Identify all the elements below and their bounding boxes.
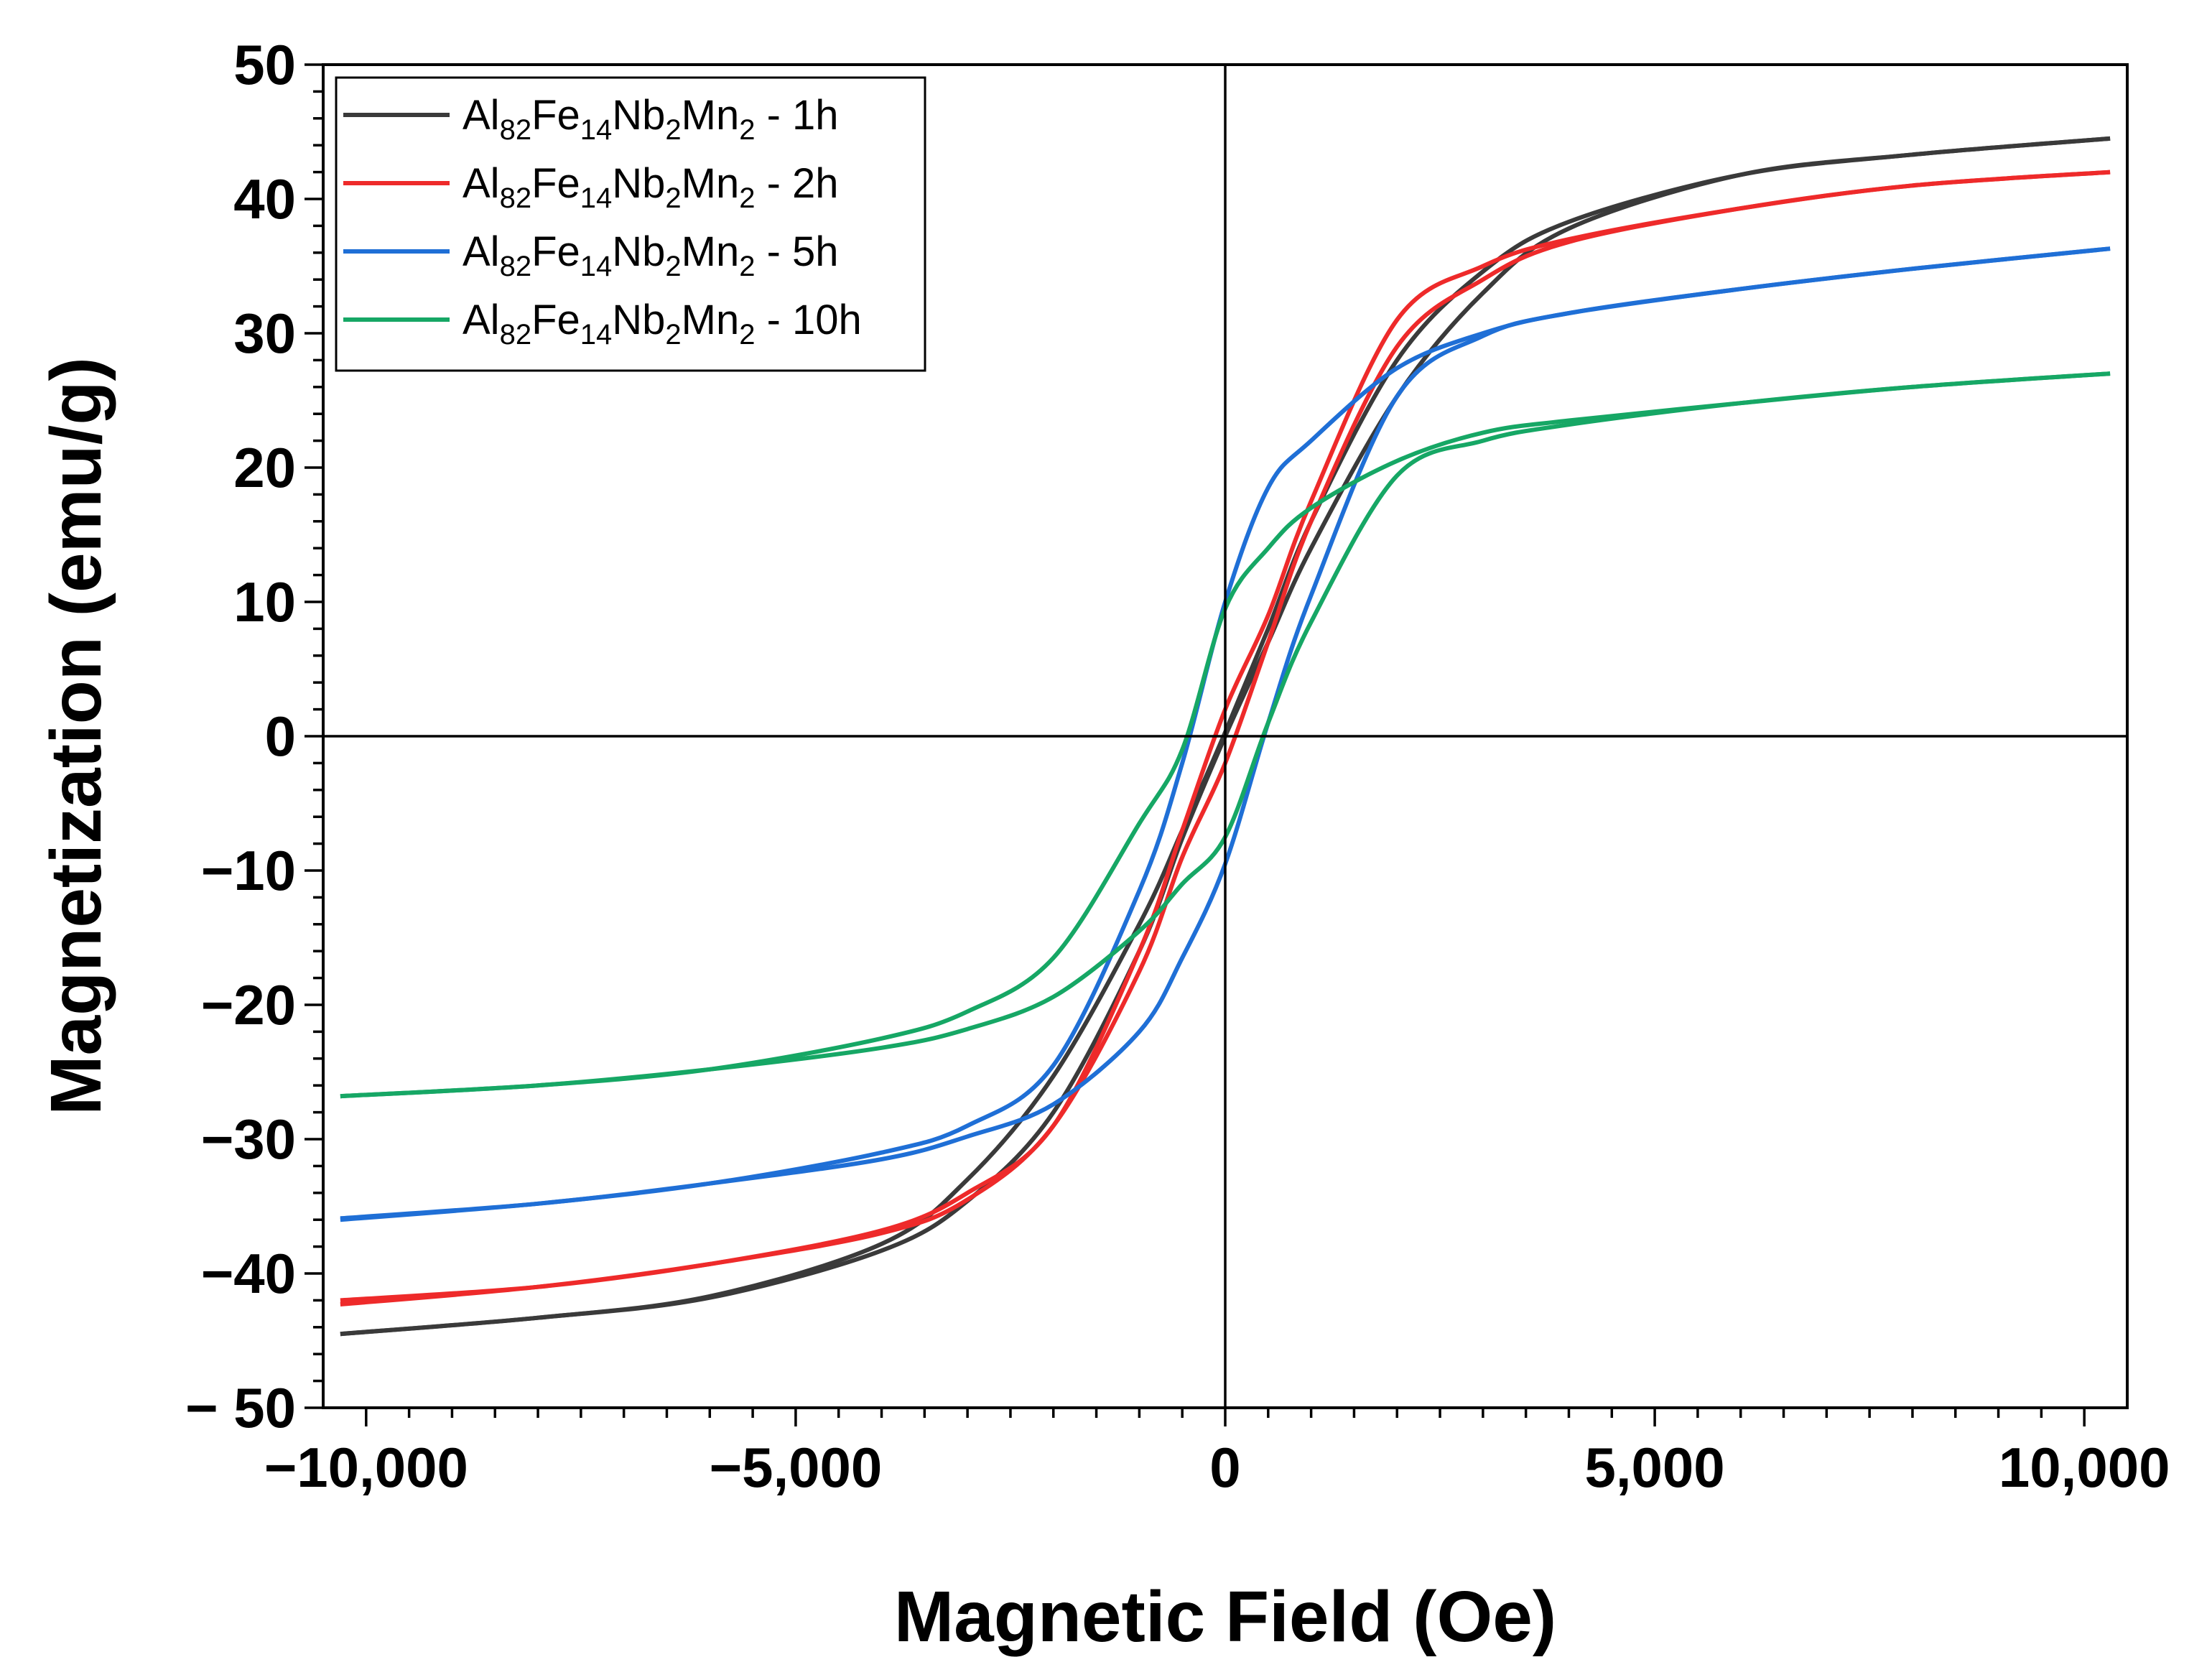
y-tick-label: 30	[233, 302, 296, 365]
legend-text-part: Mn	[682, 297, 740, 343]
legend-text-part: - 10h	[756, 297, 862, 343]
legend-text-part: Nb	[612, 160, 665, 207]
legend-text-part: Fe	[531, 228, 580, 275]
legend-label: Al82Fe14Nb2Mn2 - 1h	[463, 92, 839, 146]
legend-text-part: Al	[463, 160, 500, 207]
y-tick-label: 40	[233, 167, 296, 231]
legend-subscript: 14	[580, 114, 613, 146]
y-tick-label: 50	[233, 33, 296, 96]
x-tick-label: 10,000	[1999, 1436, 2170, 1499]
x-tick-label: −10,000	[264, 1436, 468, 1499]
legend-subscript: 2	[739, 182, 755, 214]
legend-subscript: 2	[739, 114, 755, 146]
legend-text-part: - 2h	[756, 160, 839, 207]
y-axis-title: Magnetization (emu/g)	[36, 357, 116, 1115]
legend-subscript: 2	[665, 251, 681, 282]
legend-text-part: Fe	[531, 160, 580, 207]
legend-subscript: 14	[580, 182, 613, 214]
y-tick-label: 10	[233, 570, 296, 634]
legend-text-part: Al	[463, 297, 500, 343]
legend-subscript: 2	[665, 114, 681, 146]
x-tick-label: 5,000	[1584, 1436, 1724, 1499]
series-4	[340, 371, 2111, 1099]
legend-text-part: Al	[463, 92, 500, 139]
y-tick-label: − 50	[185, 1376, 296, 1439]
y-tick-label: 20	[233, 436, 296, 499]
y-tick-label: −40	[201, 1242, 296, 1305]
legend-subscript: 14	[580, 319, 613, 351]
legend-entry: Al82Fe14Nb2Mn2 - 5h	[343, 228, 839, 282]
legend-entry: Al82Fe14Nb2Mn2 - 2h	[343, 160, 839, 214]
y-tick-label: −10	[201, 839, 296, 902]
legend-text-part: Nb	[612, 297, 665, 343]
legend-text-part: Al	[463, 228, 500, 275]
x-tick-label: 0	[1209, 1436, 1240, 1499]
legend-text-part: Nb	[612, 228, 665, 275]
legend-subscript: 2	[739, 319, 755, 351]
legend-subscript: 82	[500, 319, 532, 351]
legend-subscript: 2	[665, 319, 681, 351]
x-axis-title: Magnetic Field (Oe)	[894, 1577, 1556, 1657]
legend-text-part: Fe	[531, 297, 580, 343]
legend-text-part: - 1h	[756, 92, 839, 139]
legend-label: Al82Fe14Nb2Mn2 - 5h	[463, 228, 839, 282]
y-tick-label: −20	[201, 973, 296, 1036]
legend-text-part: Fe	[531, 92, 580, 139]
legend-text-part: Mn	[682, 160, 740, 207]
legend-label: Al82Fe14Nb2Mn2 - 2h	[463, 160, 839, 214]
legend-text-part: Mn	[682, 92, 740, 139]
legend-subscript: 2	[739, 251, 755, 282]
legend-entry: Al82Fe14Nb2Mn2 - 1h	[343, 92, 839, 146]
legend-label: Al82Fe14Nb2Mn2 - 10h	[463, 297, 862, 351]
y-tick-label: −30	[201, 1108, 296, 1171]
legend-subscript: 2	[665, 182, 681, 214]
legend-text-part: Nb	[612, 92, 665, 139]
series-descending-branch	[340, 371, 2111, 1099]
legend-entry: Al82Fe14Nb2Mn2 - 10h	[343, 297, 862, 351]
legend-subscript: 14	[580, 251, 613, 282]
legend-text-part: Mn	[682, 228, 740, 275]
axes: −10,000 −5,000 0 5,000 10,000 50 40 30 20 10 0 −10 −…	[185, 33, 2170, 1499]
legend-subscript: 82	[500, 182, 532, 214]
legend-subscript: 82	[500, 114, 532, 146]
legend-text-part: - 5h	[756, 228, 839, 275]
legend-subscript: 82	[500, 251, 532, 282]
y-tick-label: 0	[265, 705, 296, 768]
x-tick-label: −5,000	[710, 1436, 883, 1499]
